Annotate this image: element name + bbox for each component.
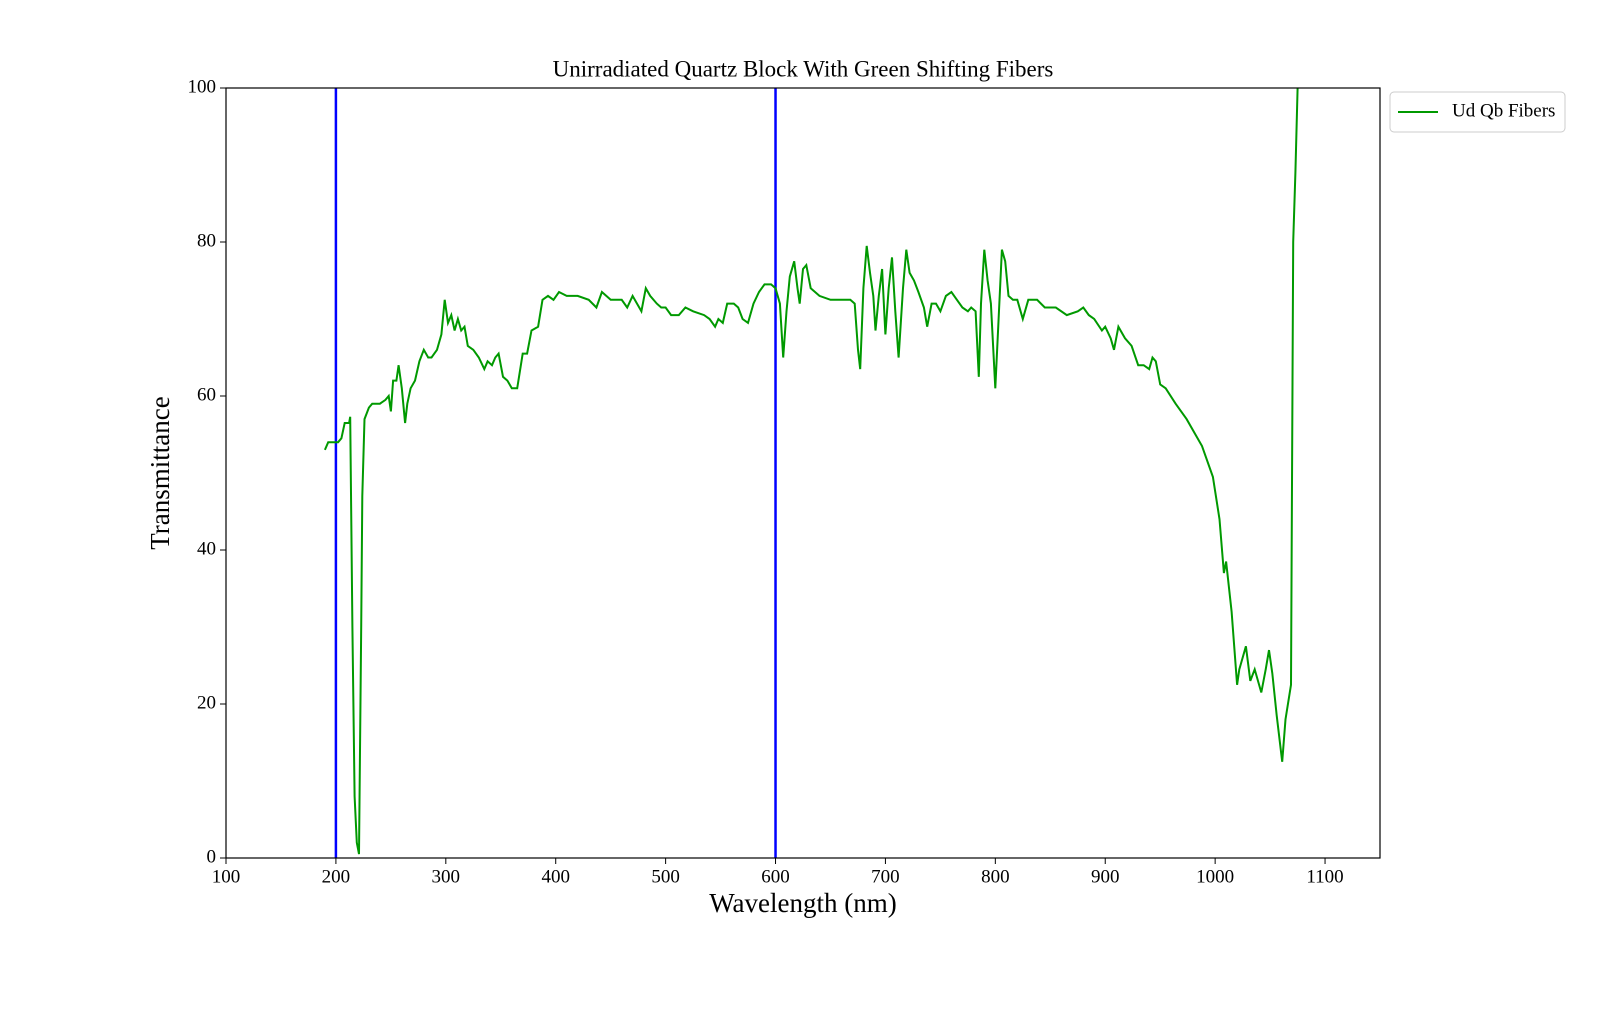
legend-label: Ud Qb Fibers — [1452, 100, 1555, 121]
x-tick-label: 700 — [871, 866, 900, 887]
x-tick-label: 900 — [1091, 866, 1120, 887]
y-tick-label: 20 — [197, 692, 216, 713]
x-tick-label: 400 — [541, 866, 570, 887]
y-tick-label: 100 — [188, 76, 217, 97]
x-tick-label: 600 — [761, 866, 790, 887]
x-tick-label: 200 — [322, 866, 351, 887]
x-tick-label: 300 — [432, 866, 461, 887]
y-tick-label: 60 — [197, 384, 216, 405]
x-axis-label: Wavelength (nm) — [709, 888, 897, 918]
y-axis-label: Transmittance — [145, 396, 175, 549]
x-tick-label: 100 — [212, 866, 241, 887]
x-tick-label: 800 — [981, 866, 1010, 887]
y-tick-label: 40 — [197, 538, 216, 559]
x-tick-label: 500 — [651, 866, 680, 887]
x-tick-label: 1100 — [1306, 866, 1343, 887]
x-tick-label: 1000 — [1196, 866, 1234, 887]
chart-title: Unirradiated Quartz Block With Green Shi… — [553, 56, 1054, 81]
legend-box — [1389, 91, 1566, 133]
plot-frame — [225, 87, 1381, 859]
data-line — [323, 88, 1299, 855]
y-tick-label: 80 — [197, 230, 216, 251]
y-tick-label: 0 — [207, 846, 217, 867]
